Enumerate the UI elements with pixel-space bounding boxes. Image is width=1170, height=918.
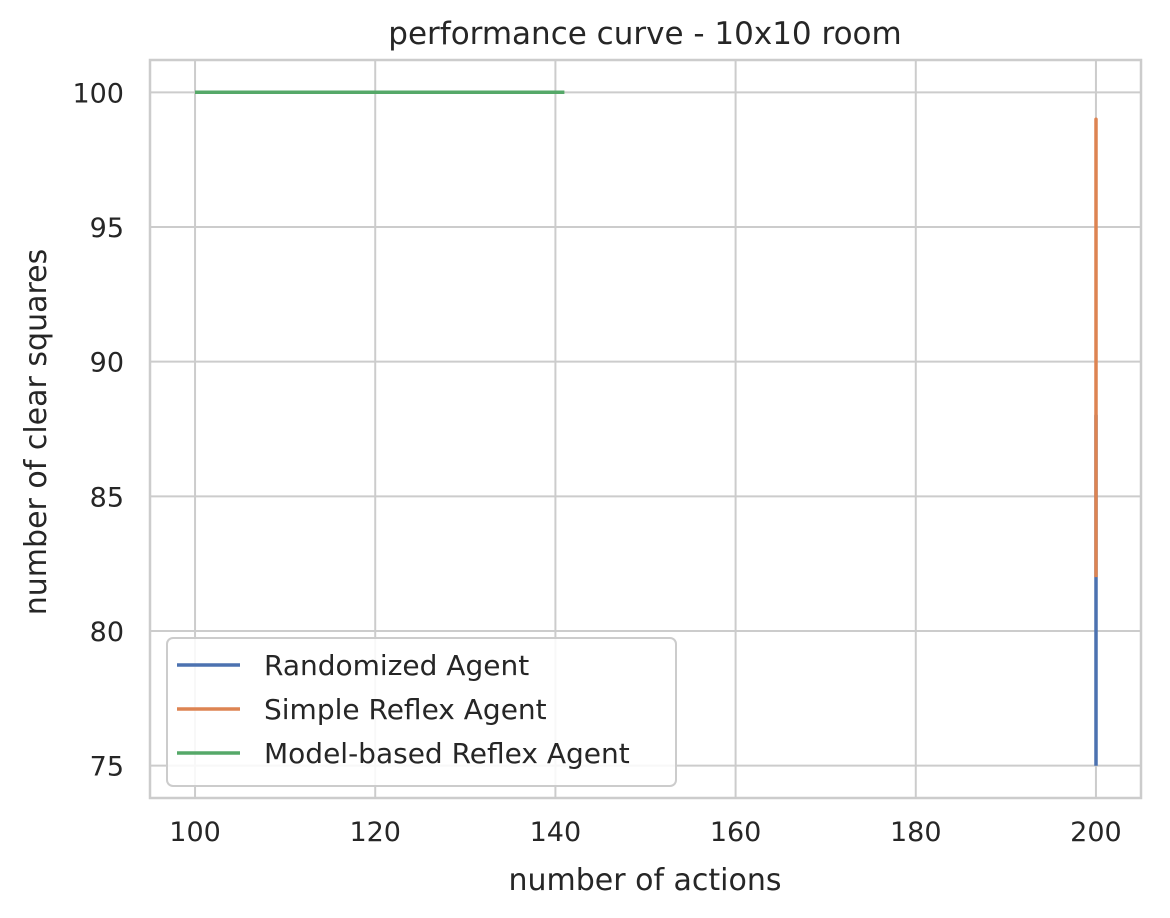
- y-tick-label: 95: [90, 213, 124, 244]
- x-tick-label: 140: [530, 817, 582, 848]
- y-tick-labels: 75 80 85 90 95 100: [72, 78, 124, 782]
- legend-label: Simple Reflex Agent: [264, 693, 547, 726]
- y-axis-label: number of clear squares: [19, 249, 54, 615]
- x-tick-label: 200: [1070, 817, 1122, 848]
- y-tick-label: 85: [90, 482, 124, 513]
- plot-frame: [148, 58, 1143, 800]
- x-tick-label: 100: [169, 817, 221, 848]
- y-tick-label: 75: [90, 752, 124, 783]
- legend-label: Randomized Agent: [264, 649, 529, 682]
- legend: Randomized Agent Simple Reflex Agent Model…: [166, 637, 677, 787]
- chart-title: performance curve - 10x10 room: [388, 16, 901, 52]
- legend-box: [166, 637, 677, 787]
- x-tick-label: 120: [349, 817, 401, 848]
- x-tick-label: 160: [710, 817, 762, 848]
- x-axis-label: number of actions: [508, 863, 781, 898]
- legend-label: Model-based Reflex Agent: [264, 737, 630, 770]
- legend-entries: Randomized Agent Simple Reflex Agent Model…: [177, 649, 630, 770]
- series-layer: [195, 90, 1098, 766]
- y-tick-label: 80: [90, 617, 124, 648]
- y-tick-label: 100: [72, 78, 124, 109]
- x-tick-label: 180: [890, 817, 942, 848]
- y-tick-label: 90: [90, 348, 124, 379]
- x-tick-labels: 100 120 140 160 180 200: [169, 817, 1121, 848]
